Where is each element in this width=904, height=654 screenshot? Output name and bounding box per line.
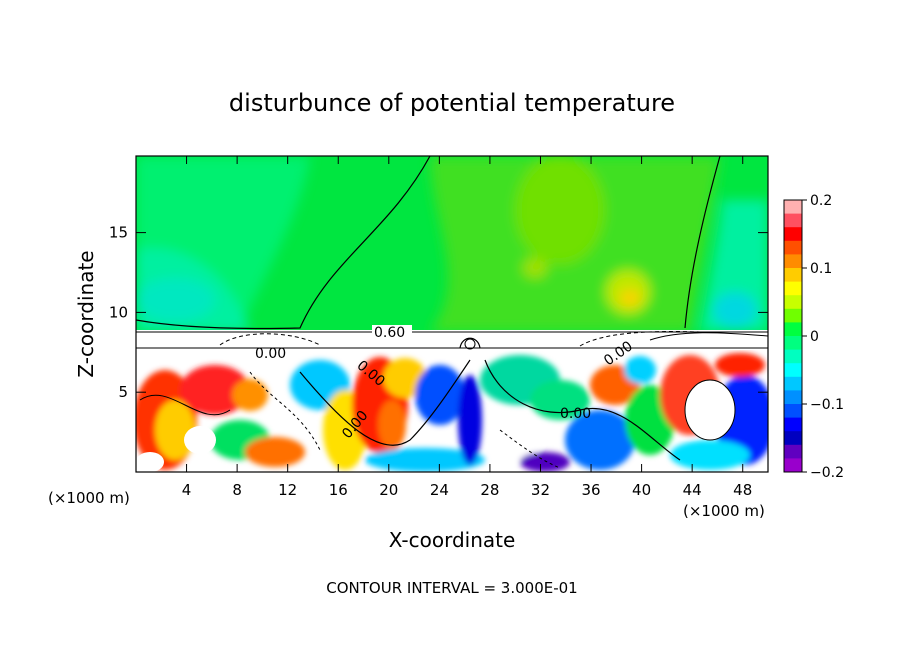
colorbar-swatch [784,349,802,364]
contour-label: 0.00 [255,346,286,362]
y-tick-label: 10 [109,303,128,321]
colorbar-swatch [784,431,802,446]
colorbar-tick-label: −0.2 [810,465,844,481]
x-axis: 4 8 12 16 20 24 28 32 36 40 44 48 [182,156,752,499]
plot-frame [135,155,769,473]
colorbar-swatch [784,322,802,337]
x-tick-label: 36 [581,481,600,499]
colorbar-swatch [784,268,802,283]
colorbar-swatch [784,308,802,323]
colorbar-swatch [784,417,802,432]
y-axis-title: Z-coordinate [74,250,98,377]
colorbar-swatch [784,281,802,296]
chart-title: disturbunce of potential temperature [229,89,675,117]
colorbar-swatch [784,390,802,405]
x-tick-label: 44 [683,481,702,499]
colorbar-swatch [784,404,802,419]
x-tick-label: 20 [379,481,398,499]
y-tick-label: 5 [118,383,128,401]
x-tick-label: 12 [278,481,297,499]
colorbar-swatch [784,213,802,228]
x-unit-label-right: (×1000 m) [683,502,765,520]
x-tick-label: 28 [480,481,499,499]
x-tick-label: 16 [329,481,348,499]
colorbar-swatch [784,458,802,473]
colorbar-tick-label: 0.1 [810,261,832,277]
x-tick-label: 40 [632,481,651,499]
y-axis: 5 10 15 [109,224,768,401]
x-tick-label: 24 [430,481,449,499]
y-tick-label: 15 [109,224,128,242]
colorbar-swatch [784,240,802,255]
colorbar-tick-label: −0.1 [810,397,844,413]
colorbar-swatch [784,295,802,310]
colorbar-swatch [784,227,802,242]
colorbar-swatch [784,336,802,351]
colorbar-swatch [784,254,802,269]
colorbar-tick-label: 0.2 [810,193,832,209]
x-tick-label: 32 [531,481,550,499]
band-region [136,330,768,352]
contour-interval-text: CONTOUR INTERVAL = 3.000E-01 [326,579,577,597]
colorbar-swatch [784,200,802,215]
plot-area [136,156,768,472]
colorbar-tick-label: 0 [810,329,819,345]
x-tick-label: 8 [232,481,242,499]
contour-label: 0.60 [374,325,405,341]
colorbar [783,199,803,473]
x-axis-title: X-coordinate [389,528,516,552]
colorbar-ticks: 0.2 0.1 0 −0.1 −0.2 [802,193,844,481]
x-unit-label: (×1000 m) [48,489,130,507]
x-tick-label: 48 [733,481,752,499]
colorbar-swatch [784,363,802,378]
x-tick-label: 4 [182,481,192,499]
colorbar-swatch [784,444,802,459]
contour-label: 0.00 [560,406,591,422]
colorbar-swatch [784,376,802,391]
